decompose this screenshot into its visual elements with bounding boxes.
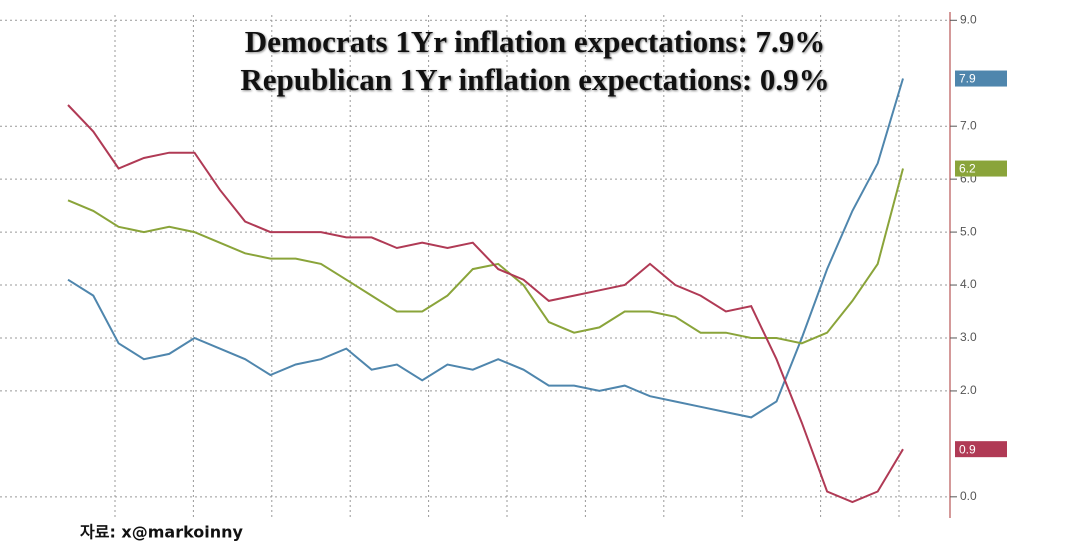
value-label-box (955, 441, 1007, 458)
y-tick-label: 0.0 (960, 489, 977, 503)
series-line (67, 104, 904, 504)
value-label: 0.9 (959, 442, 976, 456)
y-tick-label: 7.0 (960, 118, 977, 132)
y-tick-label: 9.0 (960, 12, 977, 26)
lines (67, 78, 904, 504)
grid (0, 15, 950, 518)
source: 자료: x@markoinny (80, 523, 244, 542)
y-tick-label: 4.0 (960, 277, 977, 291)
value-label: 7.9 (959, 72, 976, 86)
value-label-box (955, 160, 1007, 177)
chart-subtitle: Republican 1Yr inflation expectations: 0… (240, 62, 829, 97)
value-label-box (955, 70, 1007, 87)
y-tick-label: 5.0 (960, 224, 977, 238)
y-tick-label: 2.0 (960, 383, 977, 397)
chart-title: Democrats 1Yr inflation expectations: 7.… (245, 24, 826, 59)
value-label: 6.2 (959, 162, 976, 176)
series-line (67, 78, 904, 419)
series-line (67, 168, 904, 345)
y-tick-label: 3.0 (960, 330, 977, 344)
